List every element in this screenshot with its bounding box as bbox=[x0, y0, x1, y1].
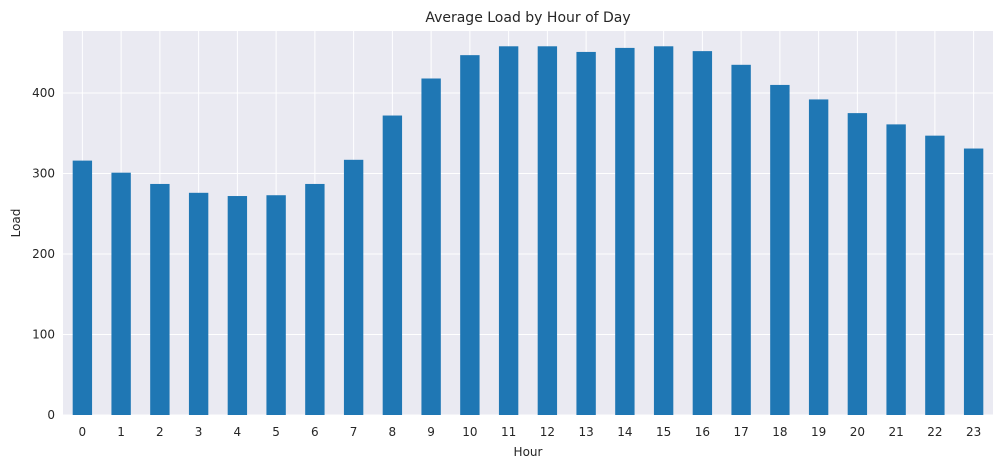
x-tick-label: 23 bbox=[966, 425, 981, 439]
x-tick-label: 1 bbox=[117, 425, 125, 439]
x-axis-label: Hour bbox=[514, 445, 543, 459]
x-tick-label: 12 bbox=[540, 425, 555, 439]
bar-hour-12 bbox=[537, 46, 558, 416]
x-tick-label: 13 bbox=[578, 425, 593, 439]
x-tick-label: 17 bbox=[733, 425, 748, 439]
bar-hour-20 bbox=[847, 113, 868, 415]
x-tick-label: 6 bbox=[311, 425, 319, 439]
x-tick-label: 9 bbox=[427, 425, 435, 439]
x-tick-label: 15 bbox=[656, 425, 671, 439]
y-tick-label: 300 bbox=[32, 166, 55, 180]
bar-hour-4 bbox=[227, 196, 248, 415]
x-tick-label: 2 bbox=[156, 425, 164, 439]
y-tick-labels: 0 100 200 300 400 bbox=[32, 86, 55, 422]
chart-title: Average Load by Hour of Day bbox=[425, 10, 630, 26]
bar-hour-3 bbox=[188, 192, 209, 415]
x-tick-label: 20 bbox=[850, 425, 865, 439]
bar-hour-21 bbox=[886, 124, 906, 416]
x-tick-label: 0 bbox=[79, 425, 87, 439]
x-tick-label: 5 bbox=[272, 425, 280, 439]
x-tick-label: 8 bbox=[389, 425, 397, 439]
bar-hour-18 bbox=[770, 84, 790, 415]
bar-hour-8 bbox=[382, 115, 403, 415]
x-tick-label: 19 bbox=[811, 425, 826, 439]
plot-background bbox=[63, 31, 993, 415]
y-tick-label: 0 bbox=[47, 408, 55, 422]
bar-hour-2 bbox=[150, 183, 170, 415]
bar-hour-22 bbox=[925, 135, 945, 415]
bar-hour-7 bbox=[343, 159, 364, 415]
bar-hour-1 bbox=[111, 172, 131, 415]
bar-hour-13 bbox=[576, 51, 596, 415]
x-tick-label: 21 bbox=[888, 425, 903, 439]
x-tick-labels: 0 1 2 3 4 5 6 7 8 9 10 11 12 13 14 15 16 17 18 19 20 21 22 23 bbox=[79, 425, 982, 439]
bar-hour-10 bbox=[460, 55, 480, 416]
x-tick-label: 4 bbox=[234, 425, 242, 439]
bar-hour-19 bbox=[808, 99, 829, 415]
x-tick-label: 22 bbox=[927, 425, 942, 439]
bar-hour-23 bbox=[963, 148, 984, 415]
bar-hour-16 bbox=[692, 51, 713, 415]
x-tick-label: 10 bbox=[462, 425, 477, 439]
bars bbox=[72, 46, 984, 416]
y-tick-label: 200 bbox=[32, 247, 55, 261]
bar-hour-5 bbox=[266, 195, 286, 415]
bar-hour-11 bbox=[498, 46, 519, 416]
x-tick-label: 7 bbox=[350, 425, 358, 439]
bar-hour-6 bbox=[305, 183, 325, 415]
y-tick-label: 400 bbox=[32, 86, 55, 100]
bar-hour-0 bbox=[72, 160, 93, 415]
bar-hour-15 bbox=[653, 46, 674, 416]
x-tick-label: 14 bbox=[617, 425, 632, 439]
bar-hour-17 bbox=[731, 64, 751, 416]
bar-hour-9 bbox=[421, 78, 441, 415]
x-tick-label: 3 bbox=[195, 425, 203, 439]
x-tick-label: 16 bbox=[695, 425, 710, 439]
bar-hour-14 bbox=[615, 47, 635, 415]
x-tick-label: 18 bbox=[772, 425, 787, 439]
y-tick-label: 100 bbox=[32, 327, 55, 341]
x-tick-label: 11 bbox=[501, 425, 516, 439]
y-axis-label: Load bbox=[9, 209, 23, 238]
